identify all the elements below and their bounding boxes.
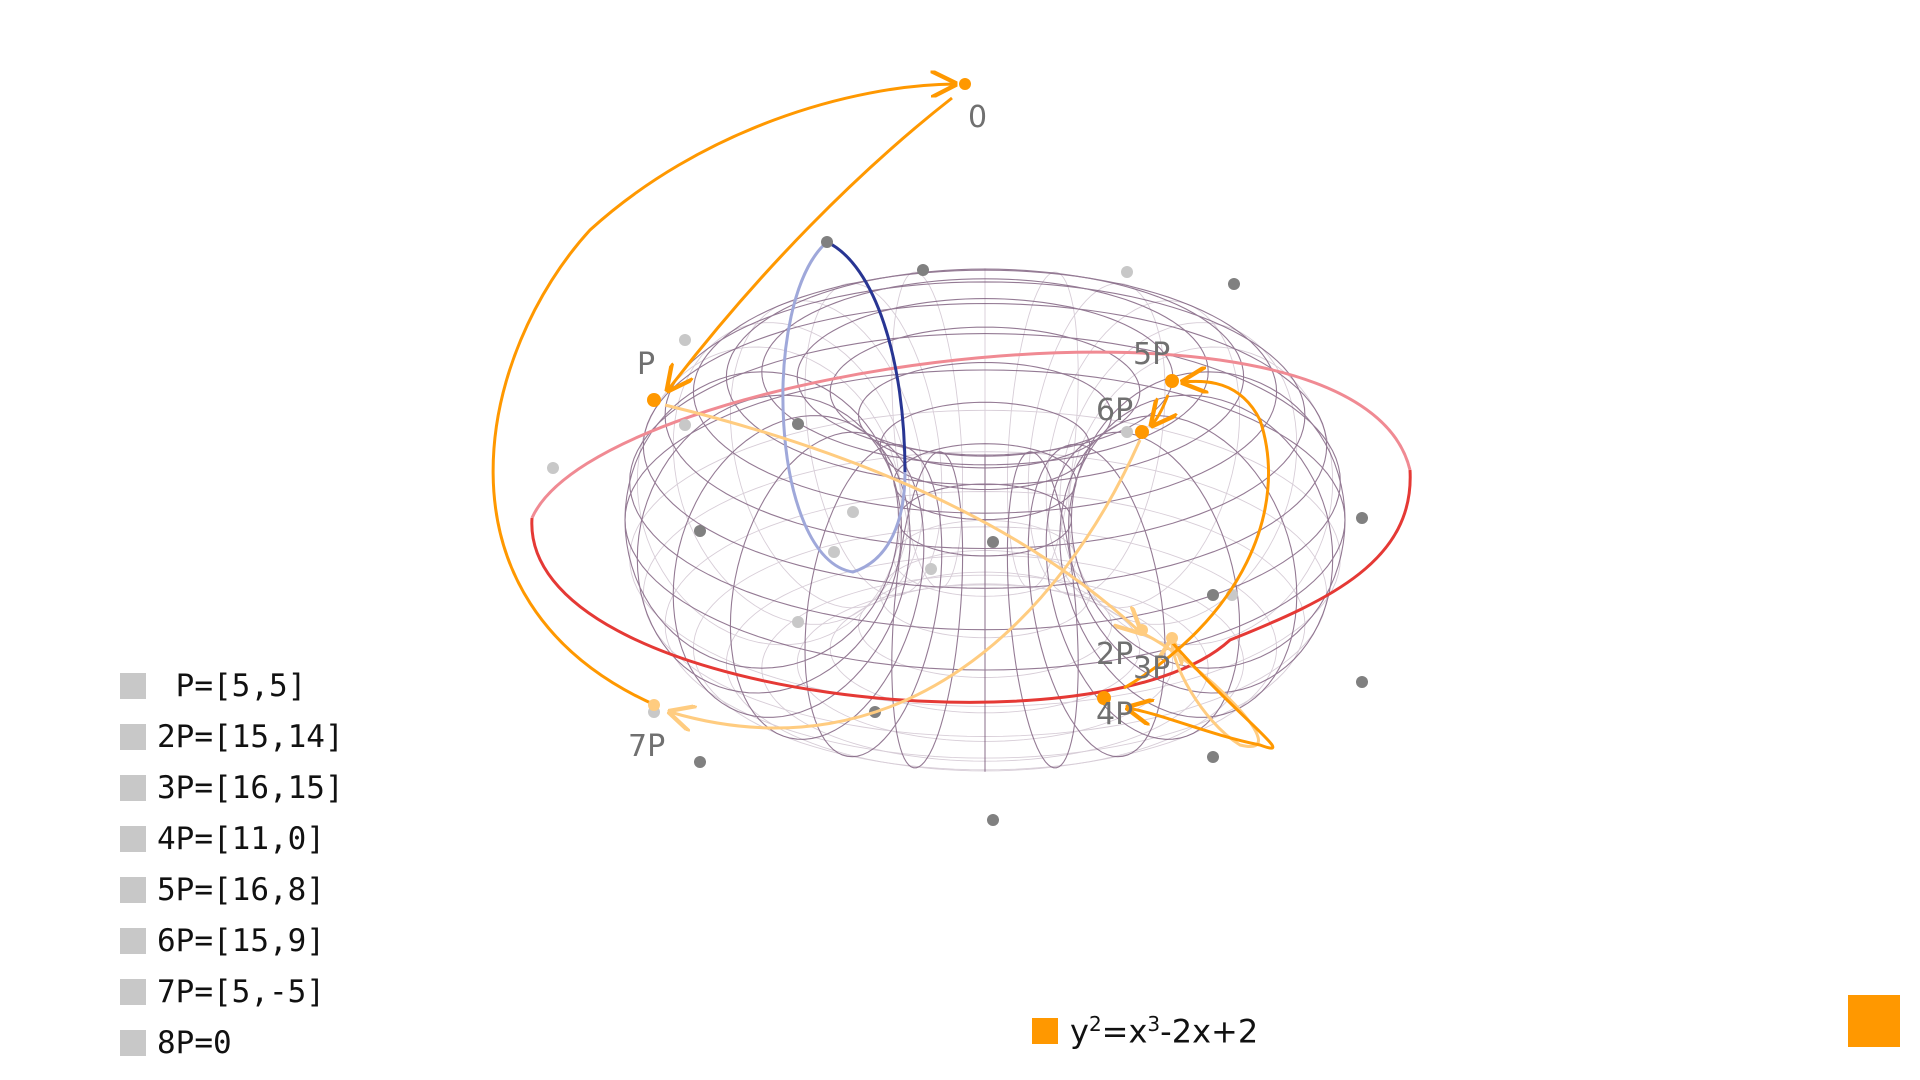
arrow-5p-to-6p xyxy=(1152,394,1168,425)
legend-swatch xyxy=(120,1029,146,1056)
lattice-point xyxy=(917,264,929,276)
legend-label: 3P=[16,15] xyxy=(157,769,344,806)
legend-swatch xyxy=(120,672,146,699)
point-3p xyxy=(1166,632,1178,644)
label-p: P xyxy=(637,347,655,382)
x-exponent: 3 xyxy=(1147,1012,1161,1036)
point-p xyxy=(647,393,661,407)
point-4p xyxy=(1097,691,1111,705)
legend-item-7p[interactable]: 7P=[5,-5] xyxy=(120,966,344,1017)
curve-equation: y2=x3-2x+2 xyxy=(1070,1012,1259,1051)
y-exponent: 2 xyxy=(1088,1012,1102,1036)
curve-swatch xyxy=(1032,1018,1058,1045)
lattice-point xyxy=(1356,676,1368,688)
lattice-point xyxy=(792,418,804,430)
navy-circle-front xyxy=(826,240,907,473)
label-zero: 0 xyxy=(968,100,987,135)
arrow-3p-to-4p xyxy=(1128,639,1275,750)
arrow-6p-to-7p xyxy=(670,439,1142,728)
arrow-0-to-p xyxy=(668,96,953,390)
label-5p: 5P xyxy=(1133,337,1170,372)
lattice-point xyxy=(694,756,706,768)
lattice-point-back xyxy=(679,419,691,431)
equation-equals-x: =x xyxy=(1101,1012,1148,1051)
legend-item-5p[interactable]: 5P=[16,8] xyxy=(120,864,344,915)
torus-grid-line xyxy=(804,443,943,758)
lattice-point xyxy=(694,525,706,537)
torus-grid-line xyxy=(1045,431,1241,740)
torus-grid-line xyxy=(891,451,964,769)
point-6p xyxy=(1135,425,1149,439)
torus-grid-line xyxy=(1070,371,1346,669)
legend-label: 4P=[11,0] xyxy=(157,820,325,857)
lattice-point xyxy=(1228,278,1240,290)
legend-item-p[interactable]: P=[5,5] xyxy=(120,660,344,711)
torus-grid-line xyxy=(1068,346,1334,646)
corner-color-square[interactable] xyxy=(1848,995,1900,1047)
legend-swatch xyxy=(120,825,146,852)
legend-swatch xyxy=(120,876,146,903)
lattice-point-back xyxy=(847,506,859,518)
lattice-point-back xyxy=(925,563,937,575)
red-circle-back xyxy=(530,350,1412,519)
legend-swatch xyxy=(120,927,146,954)
torus-grid-line xyxy=(636,394,903,694)
arrow-4p-to-5p xyxy=(1123,381,1270,690)
arrow-p-to-2p xyxy=(664,403,1140,632)
legend-label: 7P=[5,-5] xyxy=(157,973,325,1010)
lattice-point-back xyxy=(828,546,840,558)
navy-circle-back xyxy=(781,240,907,574)
legend-item-2p[interactable]: 2P=[15,14] xyxy=(120,711,344,762)
torus-grid-line xyxy=(672,415,911,718)
label-6p: 6P xyxy=(1096,393,1133,428)
legend-item-3p[interactable]: 3P=[16,15] xyxy=(120,762,344,813)
lattice-point xyxy=(987,536,999,548)
legend-item-4p[interactable]: 4P=[11,0] xyxy=(120,813,344,864)
multiples-legend: P=[5,5] 2P=[15,14] 3P=[16,15] 4P=[11,0] … xyxy=(120,660,344,1068)
point-7p xyxy=(648,699,660,711)
lattice-point-back xyxy=(792,616,804,628)
lattice-point-back xyxy=(1121,266,1133,278)
torus-grid-line xyxy=(1006,451,1079,769)
lattice-point-back xyxy=(679,334,691,346)
legend-label: 2P=[15,14] xyxy=(157,718,344,755)
multiple-points xyxy=(647,78,1179,711)
label-2p: 2P xyxy=(1096,637,1133,672)
arrow-7p-to-0 xyxy=(491,84,955,707)
torus-grid-line xyxy=(729,431,925,740)
lattice-point xyxy=(1356,512,1368,524)
lattice-point xyxy=(1207,589,1219,601)
lattice-point xyxy=(1207,751,1219,763)
lattice-point xyxy=(821,236,833,248)
equation-rest: -2x+2 xyxy=(1160,1012,1259,1051)
torus-grid-line xyxy=(1027,443,1166,758)
legend-label: 6P=[15,9] xyxy=(157,922,325,959)
legend-item-6p[interactable]: 6P=[15,9] xyxy=(120,915,344,966)
legend-label: 8P=0 xyxy=(157,1024,232,1061)
legend-label: 5P=[16,8] xyxy=(157,871,325,908)
lattice-points xyxy=(547,236,1368,826)
curve-legend[interactable]: y2=x3-2x+2 xyxy=(1032,1012,1258,1051)
label-4p: 4P xyxy=(1096,697,1133,732)
lattice-point-back xyxy=(547,462,559,474)
point-zero xyxy=(959,78,971,90)
legend-swatch xyxy=(120,978,146,1005)
point-5p xyxy=(1165,374,1179,388)
point-2p xyxy=(1136,624,1148,636)
label-3p: 3P xyxy=(1133,651,1170,686)
legend-label: P=[5,5] xyxy=(157,667,307,704)
legend-swatch xyxy=(120,774,146,801)
torus-grid-line xyxy=(1067,394,1334,694)
torus-grid-line xyxy=(672,322,911,625)
lattice-point xyxy=(987,814,999,826)
legend-swatch xyxy=(120,723,146,750)
addition-arrows xyxy=(491,84,1275,750)
legend-item-8p[interactable]: 8P=0 xyxy=(120,1017,344,1068)
lattice-point-back xyxy=(1121,426,1133,438)
label-7p: 7P xyxy=(628,729,665,764)
